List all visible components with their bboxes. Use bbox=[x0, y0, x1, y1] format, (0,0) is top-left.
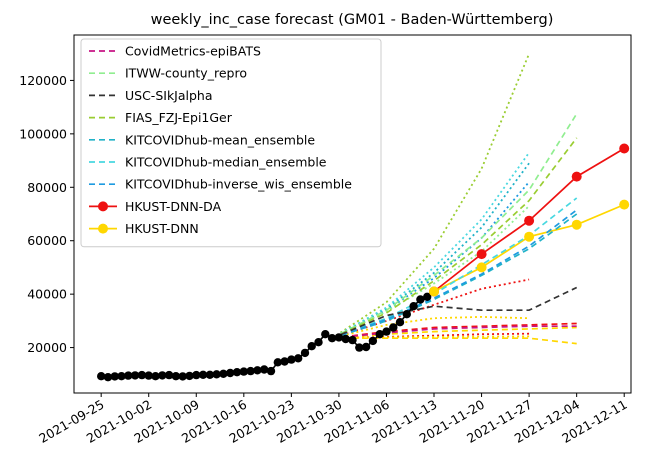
legend-label: CovidMetrics-epiBATS bbox=[125, 44, 261, 59]
series-line-itww-county-repro bbox=[331, 113, 578, 339]
series-line-covidmetrics-epibats bbox=[332, 325, 577, 340]
observed-point bbox=[130, 371, 140, 380]
observed-point bbox=[226, 368, 235, 378]
observed-point bbox=[334, 333, 344, 342]
observed-point bbox=[294, 354, 303, 363]
legend-marker-hkust-dnn-da bbox=[98, 201, 108, 212]
observed-point bbox=[239, 367, 248, 376]
observed-point bbox=[219, 369, 228, 378]
observed-point bbox=[178, 372, 187, 381]
legend-label: ITWW-county_repro bbox=[125, 66, 247, 81]
legend-label: HKUST-DNN bbox=[125, 221, 199, 236]
extra-forecast-line-3 bbox=[331, 152, 530, 339]
series-point-hkust-dnn bbox=[429, 286, 439, 297]
observed-point bbox=[348, 335, 357, 345]
observed-point bbox=[361, 342, 371, 352]
chart-title: weekly_inc_case forecast (GM01 - Baden-W… bbox=[151, 12, 554, 28]
observed-point bbox=[232, 368, 242, 377]
observed-point bbox=[341, 334, 350, 344]
legend-label: HKUST-DNN-DA bbox=[125, 199, 222, 214]
observed-point bbox=[327, 334, 337, 343]
observed-point bbox=[402, 310, 411, 319]
y-tick-label: 120000 bbox=[19, 73, 67, 88]
series-point-hkust-dnn bbox=[571, 219, 582, 230]
series-point-hkust-dnn-da bbox=[476, 249, 487, 260]
legend-box bbox=[80, 38, 382, 248]
observed-point bbox=[103, 373, 113, 382]
observed-point bbox=[192, 370, 201, 380]
observed-point bbox=[395, 318, 405, 327]
legend-marker-hkust-dnn bbox=[98, 223, 108, 234]
series-point-hkust-dnn bbox=[524, 231, 535, 242]
observed-point bbox=[266, 366, 276, 376]
observed-point bbox=[171, 372, 181, 381]
series-line-fias-fzj-epi1ger bbox=[331, 137, 578, 339]
series-point-hkust-dnn-da bbox=[619, 143, 630, 154]
series-line-kitcovidhub-mean-ensemble bbox=[331, 213, 578, 340]
observed-point bbox=[137, 370, 147, 380]
legend-label: KITCOVIDhub-inverse_wis_ensemble bbox=[125, 177, 352, 192]
observed-point bbox=[314, 338, 323, 347]
observed-point bbox=[300, 348, 310, 358]
observed-point bbox=[198, 370, 208, 379]
observed-point bbox=[158, 371, 167, 380]
observed-point bbox=[124, 371, 133, 380]
observed-point bbox=[164, 370, 174, 380]
series-line-usc-sikjalpha bbox=[331, 286, 578, 339]
series-point-hkust-dnn-da bbox=[524, 215, 535, 226]
observed-point bbox=[355, 343, 364, 352]
observed-point bbox=[273, 358, 282, 367]
legend-label: KITCOVIDhub-median_ensemble bbox=[125, 155, 327, 170]
y-tick-label: 80000 bbox=[27, 180, 67, 195]
plot-area bbox=[97, 53, 630, 382]
observed-point bbox=[321, 330, 330, 339]
series-line-kitcovidhub-median-ensemble bbox=[331, 197, 578, 339]
observed-point bbox=[260, 365, 269, 374]
series-point-hkust-dnn bbox=[476, 262, 487, 273]
observed-point bbox=[307, 342, 316, 351]
observed-point bbox=[368, 336, 378, 346]
observed-point bbox=[185, 371, 194, 381]
observed-point bbox=[97, 372, 106, 381]
series-point-hkust-dnn-da bbox=[571, 171, 582, 182]
extra-forecast-line-1 bbox=[331, 53, 530, 339]
observed-point bbox=[110, 372, 120, 381]
observed-point bbox=[382, 327, 391, 336]
observed-point bbox=[117, 372, 126, 381]
extra-forecast-line-9 bbox=[332, 335, 530, 340]
extra-forecast-line-11 bbox=[332, 337, 577, 345]
y-tick-label: 40000 bbox=[27, 287, 67, 302]
observed-point bbox=[144, 371, 153, 380]
observed-point bbox=[375, 330, 384, 339]
y-tick-label: 20000 bbox=[27, 340, 67, 355]
observed-point bbox=[287, 355, 296, 364]
observed-point bbox=[246, 366, 255, 376]
legend: CovidMetrics-epiBATS ITWW-county_repro USC… bbox=[80, 38, 382, 248]
extra-forecast-line-8 bbox=[332, 332, 530, 340]
observed-point bbox=[280, 357, 289, 366]
observed-point bbox=[423, 292, 432, 301]
observed-point bbox=[416, 295, 425, 304]
observed-point bbox=[151, 372, 160, 381]
y-tick-label: 100000 bbox=[19, 126, 67, 141]
observed-point bbox=[409, 302, 418, 311]
legend-label: KITCOVIDhub-mean_ensemble bbox=[125, 132, 315, 147]
observed-point bbox=[253, 366, 262, 375]
observed-point bbox=[205, 370, 215, 379]
y-tick-label: 60000 bbox=[27, 233, 67, 248]
plot-frame bbox=[73, 34, 632, 394]
observed-point bbox=[212, 370, 221, 379]
series-point-hkust-dnn bbox=[619, 199, 630, 210]
observed-point bbox=[389, 323, 398, 332]
legend-label: USC-SIkJalpha bbox=[125, 88, 213, 103]
legend-label: FIAS_FZJ-Epi1Ger bbox=[125, 110, 233, 125]
